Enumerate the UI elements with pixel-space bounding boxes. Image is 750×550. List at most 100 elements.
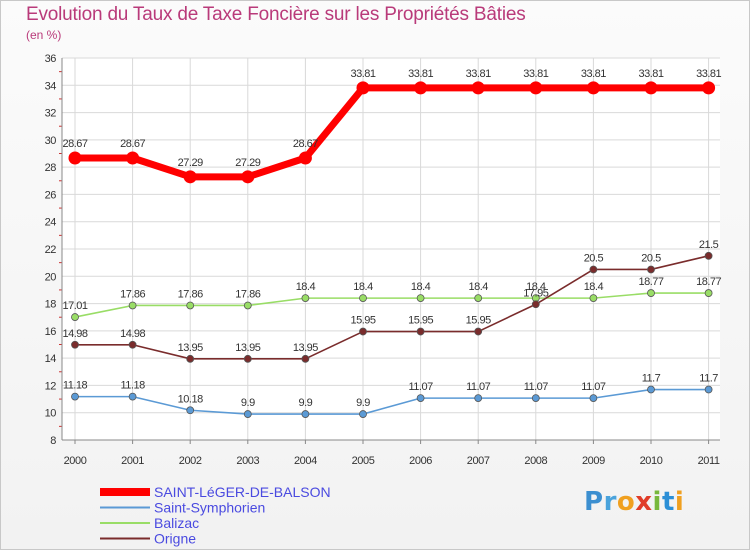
data-point [243, 354, 252, 363]
y-tick-label: 14 [45, 353, 57, 365]
data-label: 28.67 [120, 138, 145, 150]
x-tick-label: 2009 [582, 455, 605, 467]
data-point [301, 294, 310, 303]
data-point [359, 410, 367, 418]
data-point [702, 81, 716, 95]
x-tick-label: 2002 [179, 455, 202, 467]
logo-letter: P [584, 487, 604, 517]
data-label: 11.07 [524, 381, 549, 393]
series-line [74, 255, 710, 360]
legend-label: SAINT-LéGER-DE-BALSON [154, 484, 331, 500]
logo-letter: i [652, 487, 662, 517]
data-label: 15.95 [466, 315, 491, 327]
data-label: 10.18 [178, 393, 203, 405]
logo-letter: o [616, 487, 636, 517]
y-tick-label: 18 [45, 299, 57, 311]
y-tick-label: 16 [45, 326, 57, 338]
data-label: 28.67 [62, 138, 87, 150]
data-label: 13.95 [235, 342, 260, 354]
y-tick-label: 36 [45, 53, 57, 65]
data-label: 18.4 [468, 281, 488, 293]
data-point [531, 394, 540, 403]
x-tick-label: 2000 [64, 455, 87, 467]
legend-label: Balizac [154, 515, 199, 531]
data-point [647, 289, 655, 297]
data-label: 33.81 [638, 68, 663, 80]
data-point [471, 81, 485, 95]
series-line [74, 292, 710, 318]
data-point [71, 313, 79, 321]
data-label: 13.95 [178, 342, 203, 354]
x-tick-label: 2011 [698, 455, 720, 467]
logo-letter: x [635, 487, 653, 517]
data-point [474, 327, 483, 336]
data-point [416, 394, 425, 403]
data-point [704, 251, 713, 260]
data-label: 11.07 [581, 381, 606, 393]
data-point [589, 294, 598, 303]
data-label: 20.5 [641, 252, 661, 264]
data-point [68, 151, 82, 165]
data-label: 11.7 [642, 373, 661, 385]
data-point [589, 265, 598, 274]
data-label: 11.7 [699, 373, 718, 385]
data-label: 33.81 [696, 68, 721, 80]
data-point [474, 294, 483, 303]
data-point [243, 410, 252, 418]
data-point [186, 301, 195, 310]
data-point [186, 354, 195, 363]
legend-label: Saint-Symphorien [154, 500, 265, 516]
data-label: 18.77 [638, 276, 663, 288]
data-label: 15.95 [408, 315, 433, 327]
data-label: 33.81 [466, 68, 491, 80]
logo-letter: t [661, 487, 675, 517]
logo-letter: r [603, 487, 617, 517]
x-tick-label: 2008 [524, 455, 547, 467]
data-label: 18.77 [696, 276, 721, 288]
y-tick-label: 12 [45, 380, 57, 392]
y-tick-label: 24 [45, 217, 57, 229]
data-point [416, 327, 425, 336]
data-label: 17.86 [120, 288, 145, 300]
data-label: 9.9 [356, 397, 370, 409]
data-point [359, 294, 367, 303]
data-label: 18.4 [584, 281, 604, 293]
data-point [183, 170, 197, 184]
data-label: 13.95 [293, 342, 318, 354]
data-point [586, 81, 600, 95]
x-tick-label: 2010 [640, 455, 663, 467]
data-label: 33.81 [523, 68, 548, 80]
x-tick-label: 2006 [409, 455, 432, 467]
data-point [128, 301, 137, 310]
x-tick-label: 2001 [121, 455, 144, 467]
data-label: 9.9 [299, 397, 313, 409]
data-label: 27.29 [178, 157, 203, 169]
data-label: 28.67 [293, 138, 318, 150]
data-point [356, 81, 370, 95]
data-point [589, 394, 598, 403]
data-label: 14.98 [62, 328, 87, 340]
y-tick-label: 28 [45, 162, 57, 174]
data-point [529, 81, 543, 95]
data-label: 27.29 [235, 157, 260, 169]
data-point [298, 151, 312, 165]
data-label: 33.81 [581, 68, 606, 80]
y-tick-label: 34 [45, 80, 57, 92]
data-point [126, 151, 140, 165]
data-label: 33.81 [350, 68, 375, 80]
data-point [71, 340, 79, 349]
data-label: 33.81 [408, 68, 433, 80]
data-label: 15.95 [350, 315, 375, 327]
data-label: 18.4 [526, 281, 546, 293]
data-point [647, 265, 655, 274]
data-point [414, 81, 428, 95]
data-label: 11.07 [408, 381, 433, 393]
data-label: 18.4 [353, 281, 373, 293]
series-line [74, 388, 710, 415]
data-label: 17.86 [235, 288, 260, 300]
data-point [128, 340, 137, 349]
y-tick-label: 10 [45, 408, 57, 420]
proxiti-logo: Proxiti [584, 487, 684, 517]
data-point [704, 385, 713, 394]
